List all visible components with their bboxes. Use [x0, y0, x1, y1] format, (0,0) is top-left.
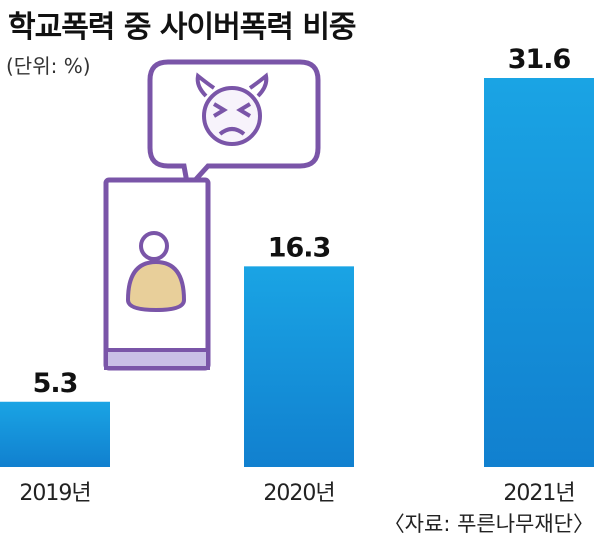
bars-group [0, 78, 594, 467]
source-note: 〈자료: 푸른나무재단〉 [383, 512, 594, 536]
x-labels-group: 2019년 2020년 2021년 [19, 481, 575, 506]
value-label-2019년: 5.3 [33, 368, 78, 399]
angry-devil-face-icon [195, 72, 269, 146]
bar-2021년 [484, 78, 594, 467]
bar-2020년 [244, 266, 354, 467]
chart-title: 학교폭력 중 사이버폭력 비중 [8, 10, 357, 45]
value-labels-group: 5.3 16.3 31.6 [33, 44, 572, 399]
bar-2019년 [0, 401, 110, 467]
x-tick-label-2021년: 2021년 [503, 481, 574, 506]
x-tick-label-2020년: 2020년 [263, 481, 334, 506]
unit-label: (단위: %) [6, 54, 91, 78]
x-tick-label-2019년: 2019년 [19, 481, 90, 506]
person-avatar-icon [125, 231, 187, 313]
value-label-2020년: 16.3 [268, 232, 331, 263]
value-label-2021년: 31.6 [508, 44, 571, 75]
cyberbullying-illustration [103, 59, 321, 371]
